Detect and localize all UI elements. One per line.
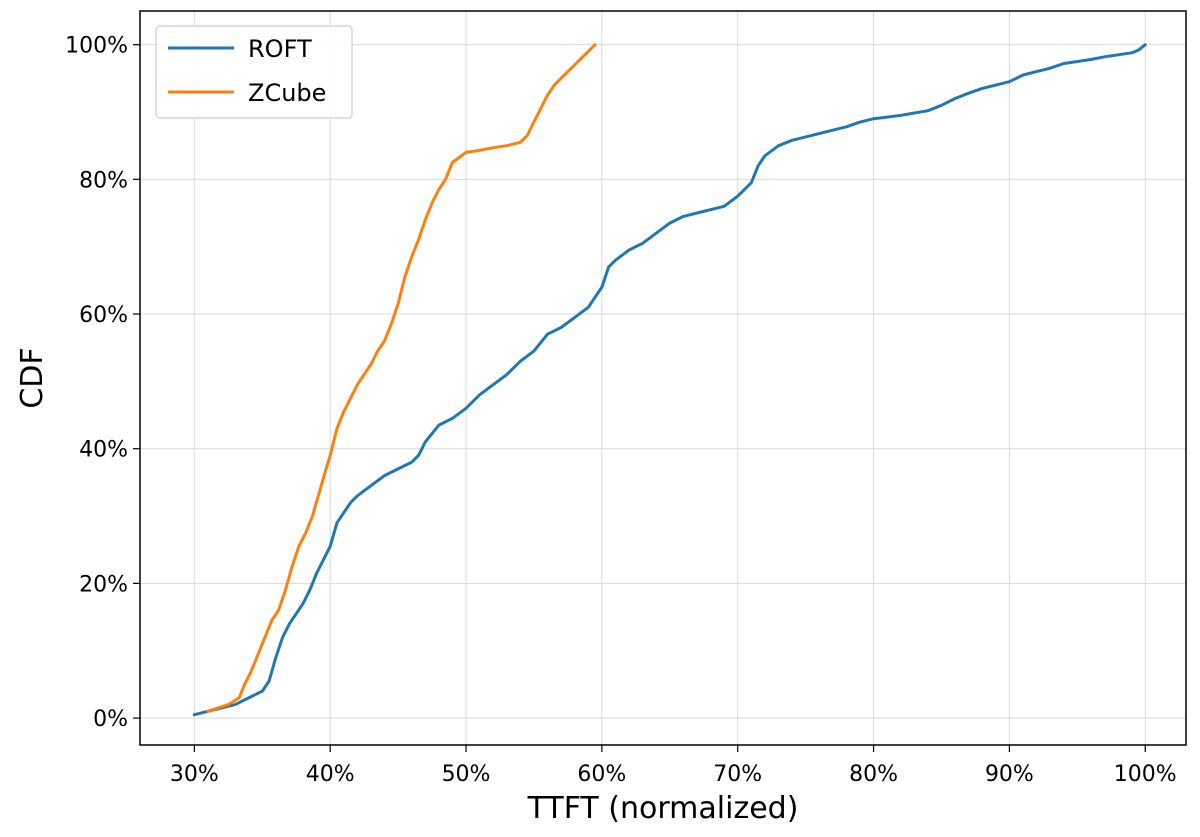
x-tick-label: 50% [442,762,491,787]
x-axis-title: TTFT (normalized) [527,791,799,826]
plot-frame [139,10,1187,746]
tick-layer: 30% 40% 50% 60% 70% 80% 90% 100% 0% 20% 40% 60% 80% 1… [65,34,1177,787]
y-tick-label: 60% [79,303,128,328]
y-tick-label: 40% [79,438,128,463]
y-tick-label: 0% [93,707,128,732]
legend-label-zcube: ZCube [248,79,326,107]
x-tick-label: 70% [713,762,762,787]
x-tick-label: 100% [1114,762,1177,787]
x-tick-label: 30% [170,762,219,787]
y-axis-title: CDF [15,347,50,408]
x-tick-label: 80% [849,762,898,787]
x-tick-label: 40% [306,762,355,787]
x-tick-label: 60% [577,762,626,787]
series-line-zcube [206,43,597,713]
grid [140,11,1186,745]
series-line-roft [192,43,1147,717]
series-layer [192,43,1147,717]
y-tick-label: 80% [79,168,128,193]
legend: ROFT ZCube [155,25,353,119]
y-tick-label: 100% [65,34,128,59]
x-tick-label: 90% [985,762,1034,787]
y-tick-label: 20% [79,572,128,597]
legend-label-roft: ROFT [248,35,312,63]
